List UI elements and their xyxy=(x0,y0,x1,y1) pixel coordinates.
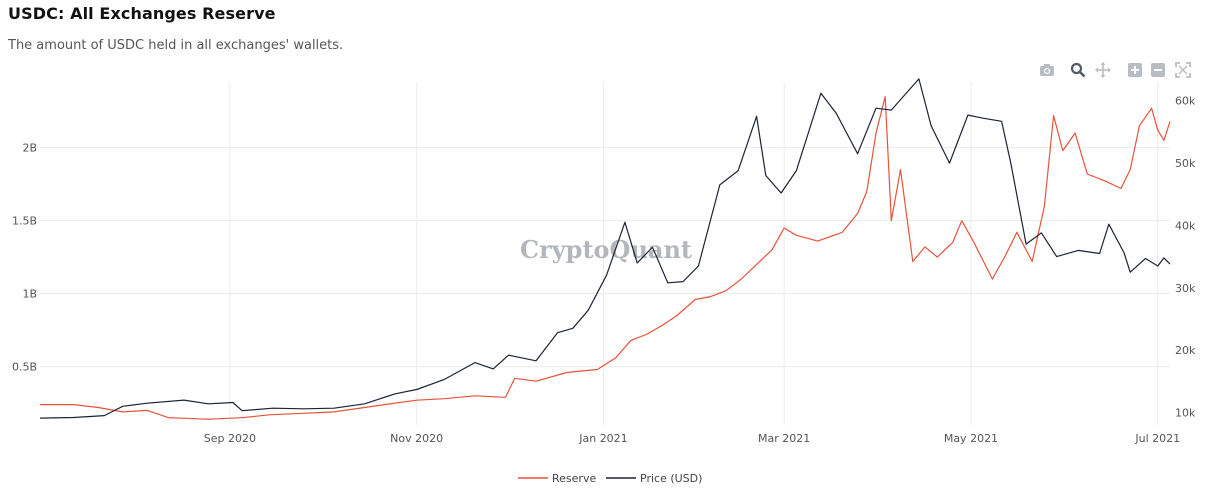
legend: Reserve Price (USD) xyxy=(518,472,702,485)
y-right-tick-label: 60k xyxy=(1175,95,1196,108)
zoom-in-icon[interactable] xyxy=(1125,60,1145,80)
y-right-tick-label: 10k xyxy=(1175,407,1196,420)
y-left-tick-label: 2B xyxy=(22,142,37,155)
legend-label: Price (USD) xyxy=(640,472,702,485)
series-group xyxy=(39,78,1171,420)
x-tick-label: Sep 2020 xyxy=(204,432,256,445)
watermark: CryptoQuant xyxy=(520,235,692,264)
series-line-price xyxy=(39,78,1171,419)
zoom-out-icon[interactable] xyxy=(1148,60,1168,80)
pan-icon[interactable] xyxy=(1093,60,1113,80)
y-axis-left: 0.5B 1B 1.5B 2B xyxy=(12,142,37,374)
x-tick-label: Jan 2021 xyxy=(578,432,627,445)
legend-label: Reserve xyxy=(552,472,596,485)
x-axis: Sep 2020 Nov 2020 Jan 2021 Mar 2021 May 2021… xyxy=(204,432,1180,445)
y-axis-right: 10k 20k 30k 40k 50k 60k xyxy=(1175,95,1196,420)
x-tick-label: Mar 2021 xyxy=(758,432,810,445)
autoscale-icon[interactable] xyxy=(1173,60,1193,80)
x-tick-label: Jul 2021 xyxy=(1134,432,1180,445)
y-right-tick-label: 20k xyxy=(1175,344,1196,357)
camera-icon[interactable] xyxy=(1037,60,1057,80)
chart-toolbar xyxy=(1035,60,1195,82)
zoom-icon[interactable] xyxy=(1068,60,1088,80)
y-right-tick-label: 40k xyxy=(1175,219,1196,232)
page-title: USDC: All Exchanges Reserve xyxy=(8,4,276,23)
page-subtitle: The amount of USDC held in all exchanges… xyxy=(8,38,344,53)
grid-lines xyxy=(40,82,1170,425)
x-tick-label: Nov 2020 xyxy=(390,432,443,445)
series-line-reserve xyxy=(40,96,1171,420)
y-right-tick-label: 50k xyxy=(1175,157,1196,170)
y-left-tick-label: 1.5B xyxy=(12,215,37,228)
y-right-tick-label: 30k xyxy=(1175,282,1196,295)
y-left-tick-label: 0.5B xyxy=(12,361,37,374)
x-tick-label: May 2021 xyxy=(944,432,998,445)
y-left-tick-label: 1B xyxy=(22,288,37,301)
